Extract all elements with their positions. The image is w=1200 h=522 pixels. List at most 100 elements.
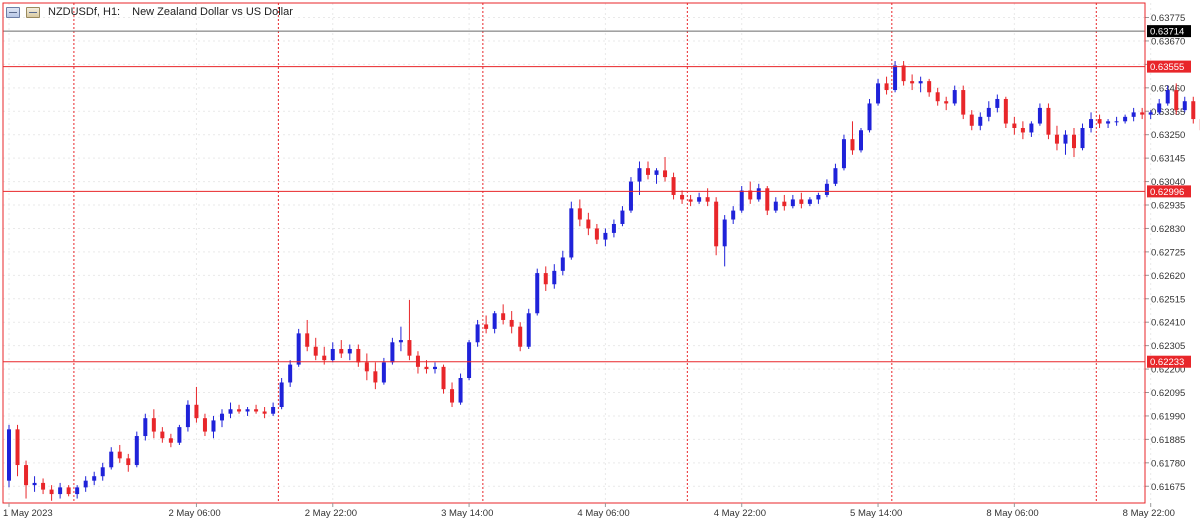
bull-candle [398,340,403,343]
y-tick-label: 0.62515 [1151,294,1185,305]
bull-candle [58,487,63,495]
bear-candle [254,409,259,412]
bull-candle [211,420,216,432]
bull-candle [330,348,335,361]
y-tick-label: 0.62830 [1151,224,1185,235]
bear-candle [313,346,318,356]
bull-candle [535,273,540,314]
current-price-box [1147,25,1191,38]
bull-candle [918,81,923,84]
level-label: 0.63555 [1150,62,1184,73]
y-tick-label: 0.63775 [1151,13,1185,24]
bull-candle [739,190,744,211]
bear-candle [1140,112,1145,115]
bull-candle [833,168,838,184]
bear-candle [1003,98,1008,124]
bear-candle [799,199,804,204]
bull-candle [1182,101,1187,111]
bull-candle [100,467,105,477]
bull-candle [807,199,812,204]
bear-candle [646,168,650,175]
bear-candle [450,389,455,403]
bull-candle [620,210,625,224]
bear-candle [688,199,693,202]
bull-candle [859,130,863,151]
bull-candle [952,90,957,104]
bear-candle [594,228,599,240]
y-tick-label: 0.61780 [1151,458,1185,469]
bear-candle [1097,119,1102,124]
bull-candle [7,429,11,481]
bull-candle [841,139,846,169]
bear-candle [117,451,122,459]
bull-candle [569,208,574,258]
x-tick-label: 8 May 22:00 [1123,508,1175,519]
bear-candle [577,208,582,220]
plot-frame [2,2,1146,504]
bear-candle [322,355,327,361]
bear-candle [202,418,207,432]
bull-candle [1029,123,1034,133]
level-label-box [1147,185,1191,198]
bear-candle [927,81,932,93]
bull-candle [824,183,829,195]
symbol-description: New Zealand Dollar vs US Dollar [132,6,293,18]
level-label: 0.62996 [1150,187,1184,198]
bull-candle [347,348,352,354]
y-tick-label: 0.62410 [1151,318,1185,329]
chart-window-icon[interactable] [6,6,20,18]
bear-candle [194,404,199,419]
bull-candle [756,188,761,200]
level-label-box [1147,60,1191,73]
bull-candle [876,83,881,104]
plot-area [3,3,1145,503]
bull-candle [1123,116,1128,122]
bear-candle [441,366,446,390]
bull-candle [552,270,557,285]
bear-candle [49,489,54,495]
x-tick-label: 3 May 14:00 [441,508,493,519]
bear-candle [1012,123,1017,128]
bear-candle [1020,128,1025,133]
bear-candle [1191,101,1196,120]
bear-candle [671,177,676,195]
bull-candle [1157,103,1162,113]
y-tick-label: 0.61990 [1151,411,1185,422]
bear-candle [339,348,344,354]
bull-candle [773,201,778,211]
bull-candle [526,313,531,347]
bear-candle [509,319,514,327]
y-tick-label: 0.63355 [1151,107,1185,118]
x-tick-label: 5 May 14:00 [850,508,902,519]
bear-candle [748,190,753,200]
bull-candle [697,197,702,202]
bull-candle [458,378,463,403]
bull-candle [134,436,139,466]
bull-candle [722,219,727,247]
bear-candle [910,81,915,84]
bull-candle [731,210,736,220]
bear-candle [66,487,71,495]
y-tick-label: 0.63145 [1151,154,1185,165]
y-tick-label: 0.62200 [1151,365,1185,376]
bull-candle [279,382,284,408]
y-tick-label: 0.62725 [1151,247,1185,258]
bear-candle [884,83,889,91]
bull-candle [1106,121,1111,124]
bear-candle [850,139,855,151]
bull-candle [381,362,386,383]
bull-candle [560,257,565,271]
x-tick-label: 4 May 22:00 [714,508,766,519]
bear-candle [901,65,906,82]
bear-candle [237,409,242,412]
bear-candle [961,90,966,115]
bear-candle [305,333,310,347]
bear-candle [501,313,506,320]
current-price-label: 0.63714 [1150,27,1184,38]
level-label-box [1147,355,1191,368]
bear-candle [663,170,668,178]
bull-candle [433,366,437,370]
indicator-window-icon[interactable] [26,6,40,18]
bull-candle [271,407,276,414]
